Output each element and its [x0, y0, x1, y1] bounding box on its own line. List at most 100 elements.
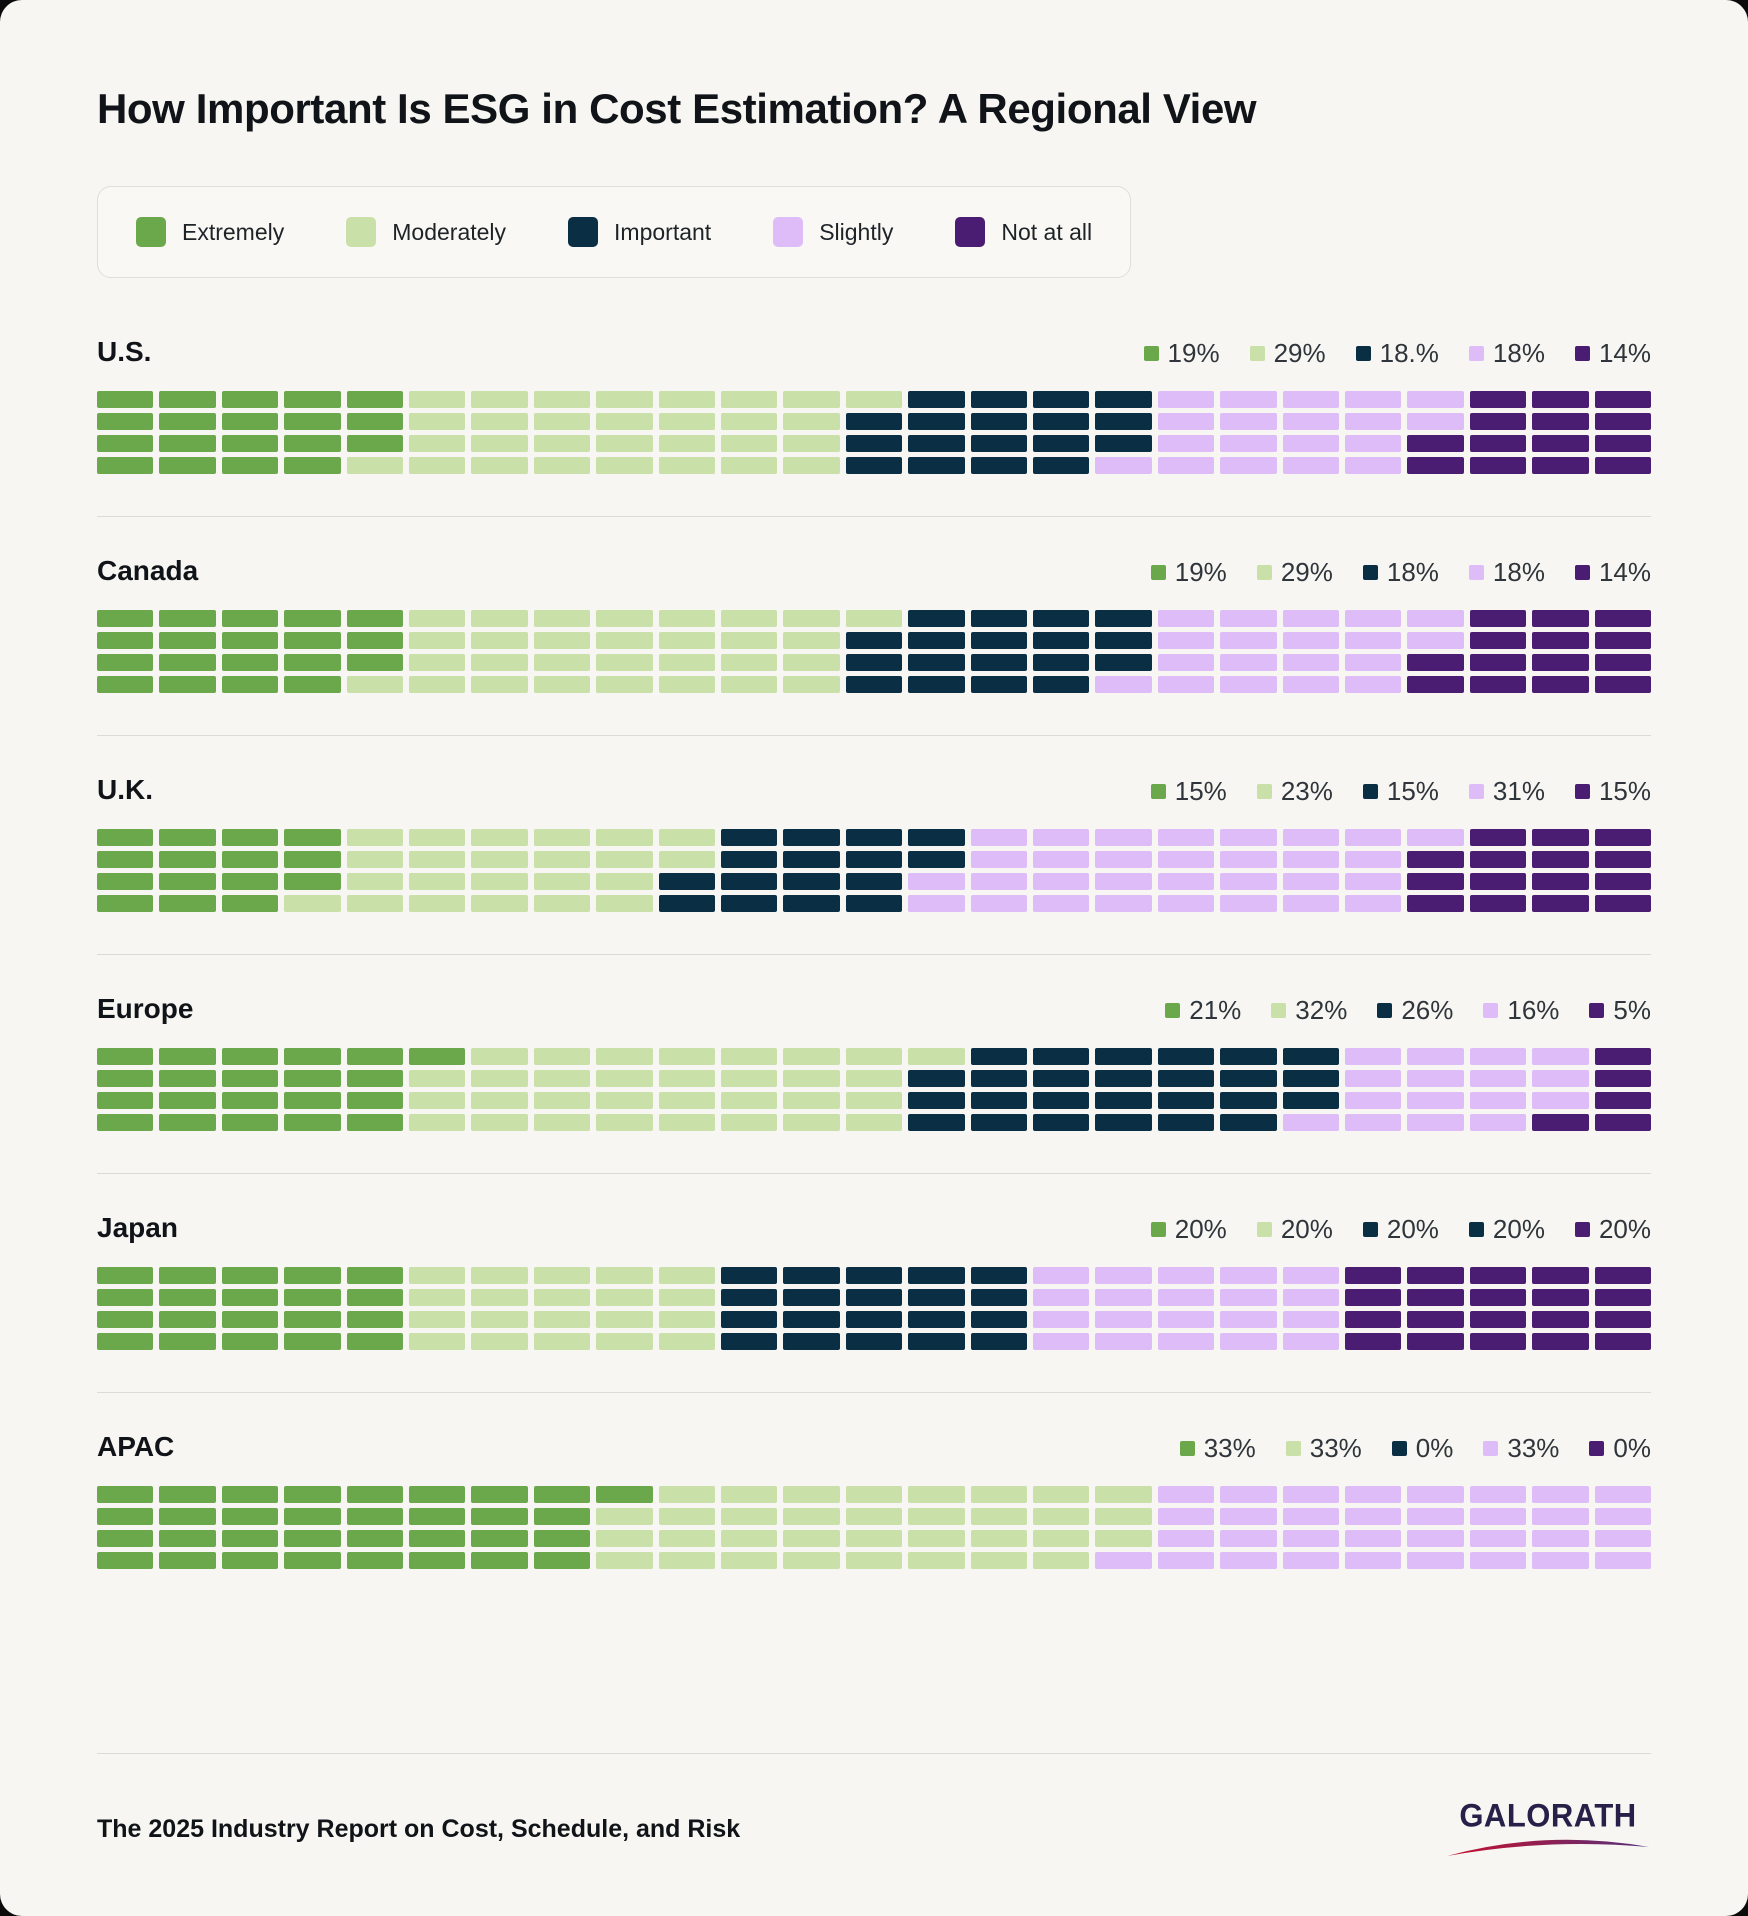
- waffle-cell: [596, 1333, 653, 1351]
- waffle-cell: [284, 632, 341, 650]
- waffle-cell: [471, 1092, 528, 1110]
- waffle-cell: [721, 1333, 778, 1351]
- waffle-cell: [721, 1114, 778, 1132]
- waffle-cell: [533, 676, 591, 694]
- waffle-cell: [1157, 1114, 1215, 1132]
- stat-value: 29%: [1273, 338, 1326, 369]
- waffle-cell: [1532, 1267, 1589, 1285]
- waffle-cell: [1282, 1289, 1339, 1307]
- waffle-cell: [471, 1114, 528, 1132]
- waffle-cell: [1407, 829, 1464, 847]
- waffle-cell: [783, 632, 840, 650]
- waffle-cell: [346, 851, 403, 869]
- waffle-cell: [1532, 1092, 1589, 1110]
- waffle-cell: [1157, 391, 1215, 409]
- waffle-cell: [1033, 1070, 1090, 1088]
- waffle-cell: [970, 895, 1027, 913]
- stat-marker-icon: [1468, 346, 1484, 362]
- waffle-cell: [658, 1333, 715, 1351]
- waffle-cell: [159, 1267, 216, 1285]
- waffle-cell: [533, 829, 591, 847]
- stat-value: 0%: [1613, 1433, 1651, 1464]
- waffle-cell: [159, 1508, 216, 1526]
- waffle-cell: [783, 1530, 840, 1548]
- waffle-cell: [970, 873, 1027, 891]
- waffle-cell: [97, 1267, 154, 1285]
- waffle-cell: [1282, 1070, 1339, 1088]
- waffle-cell: [159, 610, 216, 628]
- waffle-cell: [471, 632, 528, 650]
- waffle-cell: [1095, 1530, 1152, 1548]
- waffle-cell: [1157, 676, 1215, 694]
- waffle-cell: [533, 457, 591, 475]
- waffle-cell: [1469, 457, 1527, 475]
- waffle-cell: [1033, 1508, 1090, 1526]
- waffle-cell: [97, 851, 154, 869]
- waffle-cell: [346, 873, 403, 891]
- waffle-cell: [409, 435, 466, 453]
- waffle-cell: [533, 654, 591, 672]
- waffle-cell: [159, 1048, 216, 1066]
- stat-value: 31%: [1492, 776, 1545, 807]
- waffle-cell: [1407, 1289, 1464, 1307]
- stat-value: 18.%: [1379, 338, 1439, 369]
- stat-value: 33%: [1507, 1433, 1560, 1464]
- waffle-cell: [721, 413, 778, 431]
- waffle-cell: [1282, 391, 1339, 409]
- waffle-cell: [783, 1552, 840, 1570]
- waffle-cell: [1594, 873, 1651, 891]
- waffle-cell: [1157, 1289, 1215, 1307]
- legend-item: Slightly: [773, 217, 893, 248]
- region-stats: 19% 29% 18% 18% 14%: [1150, 557, 1651, 588]
- waffle-cell: [1532, 873, 1589, 891]
- waffle-cell: [284, 391, 341, 409]
- waffle-cell: [1345, 1508, 1402, 1526]
- waffle-cell: [721, 1486, 778, 1504]
- waffle-cell: [221, 457, 279, 475]
- waffle-cell: [658, 1486, 715, 1504]
- waffle-cell: [1594, 895, 1651, 913]
- waffle-cell: [1532, 1070, 1589, 1088]
- waffle-cell: [1095, 676, 1152, 694]
- stat-marker-icon: [1574, 784, 1590, 800]
- waffle-cell: [471, 435, 528, 453]
- stat-value: 29%: [1280, 557, 1333, 588]
- waffle-cell: [471, 1530, 528, 1548]
- waffle-cell: [658, 1289, 715, 1307]
- waffle-cell: [1469, 1486, 1527, 1504]
- waffle-cell: [409, 1114, 466, 1132]
- region-label: U.S.: [97, 336, 152, 368]
- stat-value: 16%: [1507, 995, 1560, 1026]
- waffle-cell: [783, 391, 840, 409]
- legend-swatch-icon: [346, 217, 377, 248]
- stat-item: 29%: [1249, 338, 1326, 369]
- waffle-cell: [1033, 435, 1090, 453]
- waffle-cell: [1532, 1289, 1589, 1307]
- stat-value: 20%: [1492, 1214, 1545, 1245]
- waffle-cell: [1220, 676, 1277, 694]
- waffle-cell: [596, 1508, 653, 1526]
- waffle-cell: [97, 435, 154, 453]
- waffle-cell: [1345, 1530, 1402, 1548]
- waffle-cell: [471, 1311, 528, 1329]
- waffle-cell: [533, 632, 591, 650]
- waffle-cell: [1469, 654, 1527, 672]
- waffle-cell: [1469, 829, 1527, 847]
- waffle-cell: [221, 895, 279, 913]
- region-label: APAC: [97, 1431, 175, 1463]
- waffle-cell: [1345, 1070, 1402, 1088]
- stat-marker-icon: [1483, 1003, 1499, 1019]
- region-stats: 33% 33% 0% 33% 0%: [1179, 1433, 1651, 1464]
- waffle-cell: [658, 1267, 715, 1285]
- waffle-cell: [1282, 435, 1339, 453]
- legend-item: Important: [568, 217, 711, 248]
- waffle-cell: [1033, 610, 1090, 628]
- waffle-cell: [1345, 1048, 1402, 1066]
- waffle-cell: [783, 895, 840, 913]
- waffle-cell: [908, 1267, 965, 1285]
- waffle-cell: [1407, 851, 1464, 869]
- waffle-cell: [471, 873, 528, 891]
- waffle-cell: [1345, 391, 1402, 409]
- waffle-cell: [1345, 610, 1402, 628]
- section-divider: [97, 1173, 1651, 1175]
